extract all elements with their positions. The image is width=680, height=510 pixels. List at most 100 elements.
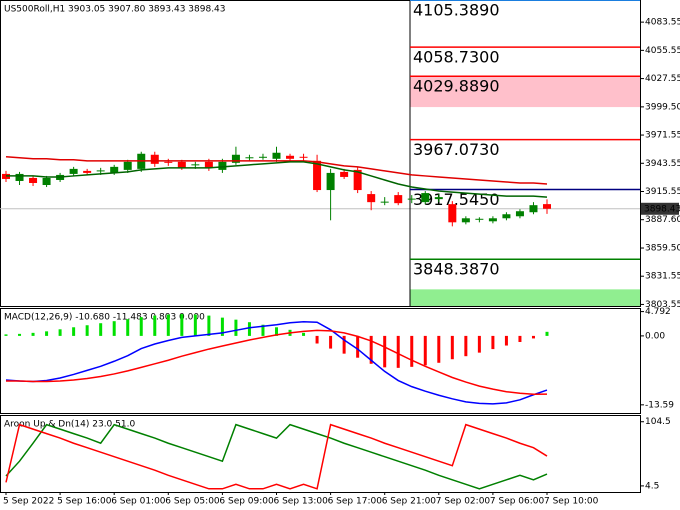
y-tick-label: 0.00 (645, 331, 665, 341)
histogram-bar (85, 325, 89, 336)
indicator-line (5, 423, 548, 490)
y-tick-label: 3999.50 (645, 102, 680, 112)
histogram-bar (193, 314, 197, 336)
candle-body (407, 198, 416, 200)
histogram-bar (342, 335, 346, 354)
histogram-bar (369, 335, 373, 364)
histogram-bar (72, 327, 76, 336)
histogram-bar (437, 335, 441, 363)
histogram-bar (315, 335, 319, 344)
y-tick-label: 3971.55 (645, 131, 680, 141)
candle-body (502, 214, 511, 219)
level-label: 3967.0730 (413, 140, 500, 159)
histogram-bar (247, 322, 251, 336)
histogram-bar (329, 335, 333, 349)
histogram-bar (410, 335, 414, 367)
x-tick-label: 6 Sep 05:00 (165, 497, 220, 507)
level-label: 3848.3870 (413, 260, 500, 279)
candle-body (83, 170, 92, 173)
histogram-bar (58, 329, 62, 336)
histogram-bar (153, 315, 157, 336)
candle-body (272, 152, 281, 159)
candle-body (177, 161, 186, 168)
candle-body (164, 161, 173, 163)
indicator-line (5, 156, 548, 185)
histogram-bar (531, 335, 535, 339)
histogram-bar (126, 319, 130, 336)
candle-body (258, 156, 267, 158)
candle-body (123, 161, 132, 170)
y-tick-label: 4083.55 (645, 18, 680, 28)
histogram-bar (491, 335, 495, 350)
candle-body (231, 154, 240, 163)
y-tick-label: 104.5 (645, 417, 671, 427)
candle-body (543, 204, 551, 209)
histogram-bar (261, 324, 265, 336)
histogram-bar (423, 335, 427, 366)
candle-body (96, 170, 105, 172)
histogram-bar (477, 335, 481, 353)
panel-title: US500Roll,H1 3903.05 3907.80 3893.43 389… (4, 5, 226, 15)
zone (410, 76, 640, 108)
candle-body (353, 169, 362, 191)
histogram-bar (207, 315, 211, 336)
histogram-bar (99, 323, 103, 336)
candle-body (69, 168, 78, 174)
histogram-bar (4, 334, 8, 336)
indicator-line (6, 329, 548, 395)
histogram-bar (139, 317, 143, 336)
histogram-bar (396, 335, 400, 368)
level-label: 4058.7300 (413, 48, 500, 67)
y-tick-label: 3887.60 (645, 215, 680, 225)
histogram-bar (166, 314, 170, 336)
candle-body (245, 157, 254, 159)
indicator-line (6, 161, 548, 198)
y-tick-label: 4027.55 (645, 74, 680, 84)
level-label: 4105.3890 (413, 1, 500, 20)
panel-frame (0, 415, 641, 493)
level-label: 4029.8890 (413, 77, 500, 96)
candle-body (448, 204, 457, 223)
x-tick-label: 6 Sep 17:00 (328, 497, 383, 507)
x-tick-label: 6 Sep 01:00 (111, 497, 166, 507)
candle-body (110, 166, 119, 173)
histogram-bar (450, 335, 454, 360)
candle-body (286, 155, 295, 159)
candle-body (313, 160, 322, 191)
candle-body (218, 161, 227, 170)
candle-body (150, 154, 159, 164)
histogram-bar (356, 335, 360, 358)
x-tick-label: 7 Sep 10:00 (544, 497, 599, 507)
y-tick-label: 3915.55 (645, 187, 680, 197)
candle-body (191, 164, 200, 166)
x-tick-label: 5 Sep 16:00 (57, 497, 112, 507)
y-tick-label: 3859.50 (645, 244, 680, 254)
y-tick-label: 3803.55 (645, 300, 680, 310)
candle-body (42, 177, 51, 186)
panel-title: Aroon Up & Dn(14) 23.0 51.0 (4, 420, 135, 430)
indicator-line (5, 423, 548, 490)
candle-body (367, 194, 376, 203)
histogram-bar (220, 317, 224, 336)
x-tick-label: 7 Sep 06:00 (490, 497, 545, 507)
histogram-bar (302, 332, 306, 336)
indicator-line (5, 320, 548, 405)
candle-body (394, 195, 403, 204)
candle-body (421, 193, 430, 203)
candle-body (475, 218, 484, 220)
candle-body (529, 205, 538, 213)
histogram-bar (18, 333, 22, 336)
zone (410, 289, 640, 306)
candle-body (29, 177, 38, 183)
histogram-bar (45, 331, 49, 336)
candle-body (299, 156, 308, 158)
histogram-bar (504, 335, 508, 346)
candle-body (15, 173, 24, 181)
panel-frame (0, 0, 641, 307)
histogram-bar (275, 327, 278, 336)
panel-frame (0, 308, 641, 414)
x-tick-label: 5 Sep 2022 (3, 497, 54, 507)
candle-body (488, 218, 497, 222)
y-tick-label: 3831.55 (645, 272, 680, 282)
